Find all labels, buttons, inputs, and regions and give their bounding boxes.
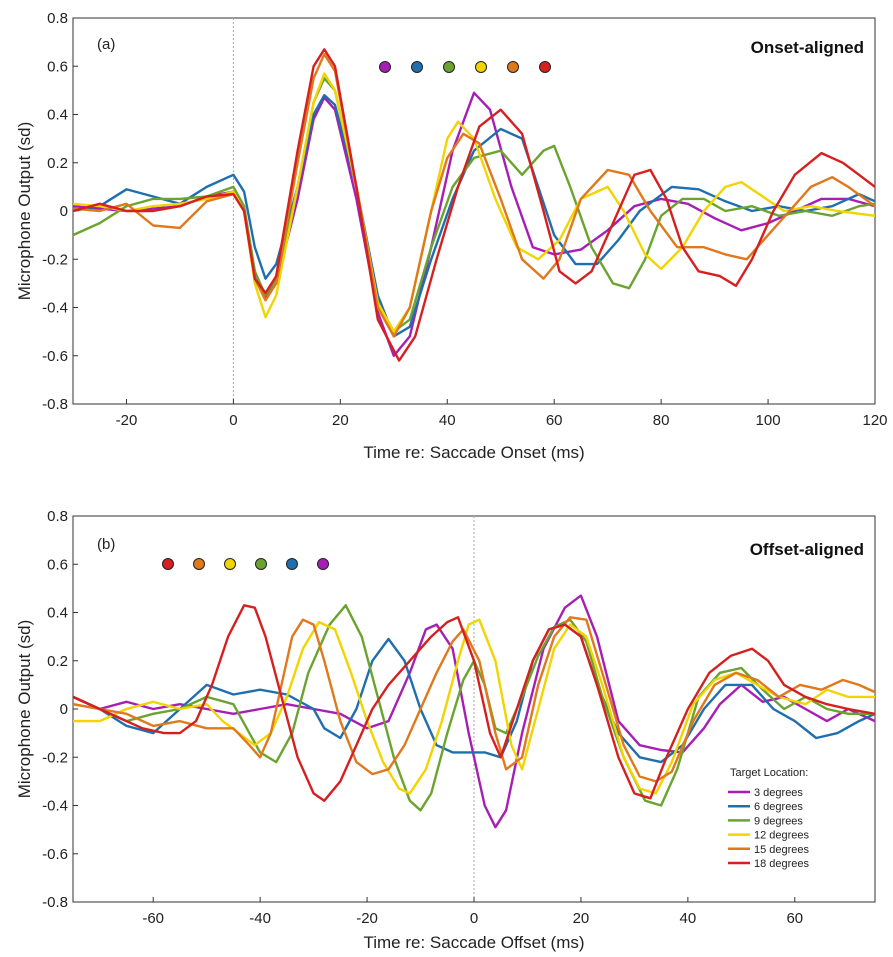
x-tick-label: 20 [573, 910, 590, 927]
series-line-6 [73, 604, 875, 802]
y-tick-label: 0.4 [47, 605, 68, 622]
legend-entry-label: 6 degrees [754, 801, 803, 813]
order-marker-dot [317, 558, 329, 570]
order-marker-dot [193, 558, 205, 570]
y-axis-title: Microphone Output (sd) [15, 620, 34, 799]
order-marker-dot [255, 558, 267, 570]
y-tick-label: 0 [60, 203, 68, 220]
y-tick-label: 0.2 [47, 155, 68, 172]
order-marker-dot [411, 61, 423, 73]
x-axis-title: Time re: Saccade Onset (ms) [363, 443, 584, 462]
y-tick-label: -0.8 [42, 396, 68, 413]
y-tick-label: -0.6 [42, 846, 68, 863]
order-marker-dot [286, 558, 298, 570]
x-tick-label: 0 [229, 412, 237, 429]
x-tick-label: -40 [249, 910, 271, 927]
y-tick-label: 0.8 [47, 10, 68, 27]
order-marker-dot [475, 61, 487, 73]
y-tick-label: -0.6 [42, 348, 68, 365]
x-tick-label: -20 [116, 412, 138, 429]
legend-entry-label: 15 degrees [754, 844, 810, 856]
y-tick-label: -0.2 [42, 749, 68, 766]
x-axis-title: Time re: Saccade Offset (ms) [363, 933, 584, 952]
series-group [73, 594, 875, 829]
panel-title: Offset-aligned [750, 540, 864, 559]
legend-entry-label: 12 degrees [754, 830, 810, 842]
series-line-1 [73, 91, 875, 357]
series-line-6 [73, 48, 875, 362]
x-tick-label: -60 [142, 910, 164, 927]
order-marker-dot [162, 558, 174, 570]
x-tick-label: 0 [470, 910, 478, 927]
order-marker-dot [507, 61, 519, 73]
x-tick-label: 60 [546, 412, 563, 429]
y-axis-title: Microphone Output (sd) [15, 122, 34, 301]
y-tick-label: -0.4 [42, 300, 68, 317]
y-tick-label: -0.8 [42, 894, 68, 911]
order-marker-dot [539, 61, 551, 73]
y-tick-label: -0.4 [42, 798, 68, 815]
legend-entry-label: 18 degrees [754, 858, 810, 870]
series-line-4 [73, 618, 875, 795]
x-tick-label: 40 [680, 910, 697, 927]
order-marker-dot [224, 558, 236, 570]
legend-entry-label: 3 degrees [754, 787, 803, 799]
x-tick-label: 20 [332, 412, 349, 429]
series-line-2 [73, 623, 875, 764]
panel-letter: (b) [97, 536, 115, 553]
legend-entry-label: 9 degrees [754, 815, 803, 827]
y-tick-label: 0.4 [47, 107, 68, 124]
x-tick-label: -20 [356, 910, 378, 927]
y-tick-label: 0.8 [47, 508, 68, 525]
x-tick-label: 40 [439, 412, 456, 429]
panel-letter: (a) [97, 36, 115, 53]
series-line-1 [73, 594, 875, 829]
x-tick-label: 100 [756, 412, 781, 429]
order-marker-dot [379, 61, 391, 73]
legend: Target Location: 3 degrees 6 degrees 9 degr… [728, 767, 810, 870]
legend-title: Target Location: [730, 767, 808, 779]
y-tick-label: 0.6 [47, 556, 68, 573]
panel-a-onset-aligned: -0.8 -0.6 -0.4 -0.2 0 0.2 0.4 0.6 0.8 -20 0 20 40 60 8… [15, 10, 888, 462]
y-tick-label: 0 [60, 701, 68, 718]
y-tick-label: 0.6 [47, 58, 68, 75]
y-tick-label: -0.2 [42, 251, 68, 268]
series-line-3 [73, 77, 875, 333]
panel-b-offset-aligned: -0.8 -0.6 -0.4 -0.2 0 0.2 0.4 0.6 0.8 -60 -40 -20 0 2… [15, 508, 876, 952]
y-tick-label: 0.2 [47, 653, 68, 670]
panel-title: Onset-aligned [751, 38, 864, 57]
series-group [73, 48, 875, 362]
x-tick-label: 80 [653, 412, 670, 429]
x-tick-label: 60 [786, 910, 803, 927]
x-tick-label: 120 [862, 412, 887, 429]
order-marker-dot [443, 61, 455, 73]
